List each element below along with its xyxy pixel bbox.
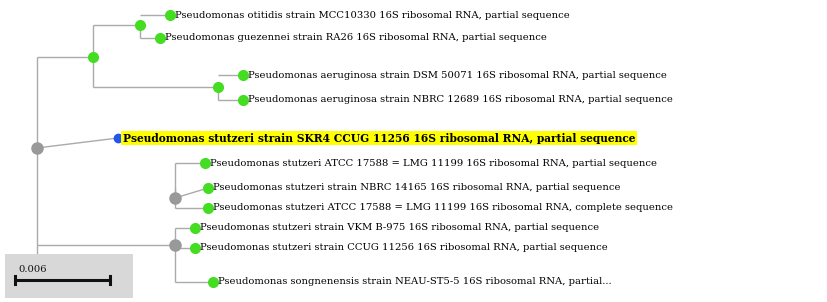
Text: Pseudomonas songnenensis strain NEAU-ST5-5 16S ribosomal RNA, partial...: Pseudomonas songnenensis strain NEAU-ST5… (218, 278, 612, 287)
Text: Pseudomonas stutzeri ATCC 17588 = LMG 11199 16S ribosomal RNA, complete sequence: Pseudomonas stutzeri ATCC 17588 = LMG 11… (213, 204, 673, 213)
Text: 0.006: 0.006 (18, 265, 46, 274)
Text: Pseudomonas otitidis strain MCC10330 16S ribosomal RNA, partial sequence: Pseudomonas otitidis strain MCC10330 16S… (175, 11, 570, 20)
Text: Pseudomonas stutzeri strain VKM B-975 16S ribosomal RNA, partial sequence: Pseudomonas stutzeri strain VKM B-975 16… (200, 223, 599, 233)
FancyBboxPatch shape (5, 254, 133, 298)
Text: Pseudomonas aeruginosa strain NBRC 12689 16S ribosomal RNA, partial sequence: Pseudomonas aeruginosa strain NBRC 12689… (248, 95, 673, 104)
Text: Pseudomonas guezennei strain RA26 16S ribosomal RNA, partial sequence: Pseudomonas guezennei strain RA26 16S ri… (165, 34, 547, 43)
Text: Pseudomonas stutzeri strain SKR4 CCUG 11256 16S ribosomal RNA, partial sequence: Pseudomonas stutzeri strain SKR4 CCUG 11… (123, 133, 635, 143)
Text: Pseudomonas aeruginosa strain DSM 50071 16S ribosomal RNA, partial sequence: Pseudomonas aeruginosa strain DSM 50071 … (248, 70, 667, 79)
Text: Pseudomonas stutzeri strain CCUG 11256 16S ribosomal RNA, partial sequence: Pseudomonas stutzeri strain CCUG 11256 1… (200, 243, 608, 252)
Text: Pseudomonas stutzeri strain NBRC 14165 16S ribosomal RNA, partial sequence: Pseudomonas stutzeri strain NBRC 14165 1… (213, 184, 620, 192)
Text: Pseudomonas stutzeri ATCC 17588 = LMG 11199 16S ribosomal RNA, partial sequence: Pseudomonas stutzeri ATCC 17588 = LMG 11… (210, 159, 657, 168)
